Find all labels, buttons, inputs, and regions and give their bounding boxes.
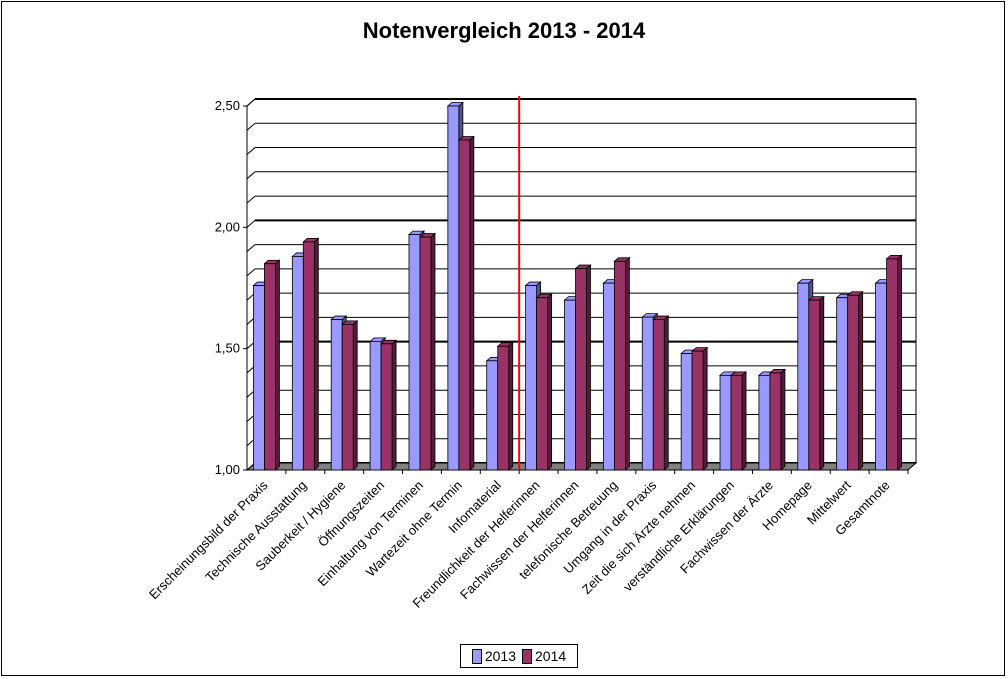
bar-2014 <box>575 268 587 471</box>
y-tick-label: 1,50 <box>215 341 240 356</box>
legend-item-2013: 2013 <box>471 648 516 664</box>
bar-side-2014 <box>391 339 397 471</box>
bar-side-2014 <box>819 295 825 471</box>
gridline-depth <box>246 219 256 228</box>
gridline-depth <box>246 268 256 277</box>
bar-2013 <box>719 374 732 471</box>
bar-2014 <box>847 294 860 471</box>
gridline-depth <box>246 195 256 204</box>
bar-2013 <box>564 299 576 471</box>
bar-2013 <box>486 360 499 471</box>
y-tick-label: 1,00 <box>215 462 240 477</box>
bar-side-2014 <box>780 368 786 471</box>
bar-2014 <box>497 345 510 471</box>
bar-2014 <box>264 263 276 471</box>
bar-2014 <box>458 139 471 471</box>
y-axis-top <box>246 98 256 107</box>
gridline-depth <box>246 122 256 131</box>
bar-2014 <box>652 319 665 471</box>
bar-side-2014 <box>508 341 514 471</box>
bar-side-2014 <box>547 293 553 471</box>
bar-2013 <box>836 297 849 471</box>
bar-2014 <box>341 323 354 471</box>
bar-side-2014 <box>741 370 747 471</box>
bar-2014 <box>419 236 432 471</box>
bar-side-2014 <box>275 259 280 471</box>
bar-2014 <box>536 297 549 471</box>
legend-label-2014: 2014 <box>535 648 567 664</box>
legend-label-2013: 2013 <box>484 648 516 664</box>
gridline-depth <box>246 244 256 252</box>
bar-side-2014 <box>663 315 669 471</box>
bar-2013 <box>875 282 887 471</box>
bar-2013 <box>641 316 654 471</box>
bar-2013 <box>408 234 421 471</box>
bar-side-2014 <box>313 237 319 471</box>
bar-2014 <box>691 350 704 471</box>
bar-2013 <box>369 340 382 471</box>
bar-side-2014 <box>430 232 436 471</box>
bar-side-2014 <box>586 264 591 471</box>
chart-legend: 2013 2014 <box>460 644 578 668</box>
bar-side-2014 <box>469 135 475 471</box>
bar-2014 <box>808 299 821 471</box>
bars <box>252 101 903 471</box>
bar-2014 <box>886 258 898 471</box>
y-tick-label: 2,00 <box>215 219 240 234</box>
bar-side-2014 <box>897 254 902 471</box>
bar-side-2014 <box>858 290 864 471</box>
bar-2013 <box>680 353 693 471</box>
gridline-depth <box>246 171 256 180</box>
bar-2013 <box>330 319 343 471</box>
bar-side-2014 <box>352 320 358 471</box>
bar-2013 <box>253 285 265 471</box>
bar-2014 <box>730 374 743 471</box>
legend-item-2014: 2014 <box>522 648 566 664</box>
bar-side-2014 <box>702 346 708 471</box>
bar-2014 <box>769 372 782 471</box>
bar-2014 <box>613 260 626 471</box>
bar-2013 <box>602 282 615 471</box>
y-tick-label: 2,50 <box>215 98 240 113</box>
chart-title: Notenvergleich 2013 - 2014 <box>362 18 646 43</box>
bar-2013 <box>525 285 538 471</box>
bar-2014 <box>302 241 315 471</box>
gridline-depth <box>246 147 256 155</box>
bar-2013 <box>758 374 771 471</box>
legend-swatch-2013 <box>471 648 482 664</box>
bar-2014 <box>380 343 393 471</box>
bar-2013 <box>797 282 810 471</box>
bar-side-2014 <box>624 256 630 471</box>
bar-2013 <box>291 256 304 471</box>
bar-2013 <box>447 105 460 471</box>
legend-swatch-2014 <box>522 648 532 664</box>
